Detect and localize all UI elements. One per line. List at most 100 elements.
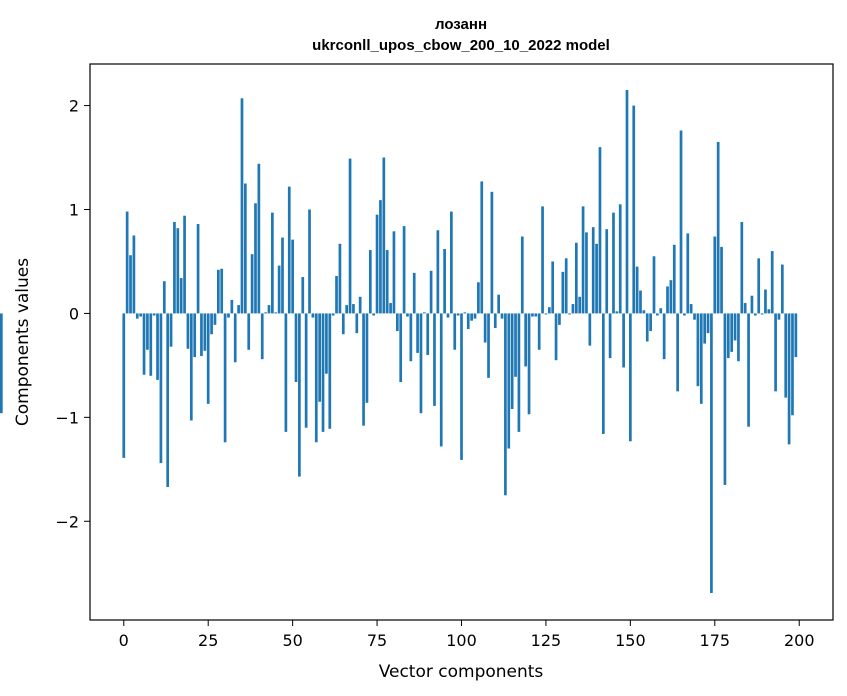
bar-127 [551,261,555,314]
bar-190 [764,289,767,314]
bar-139 [591,227,595,314]
bar-10 [156,313,159,380]
bar-160 [662,313,666,360]
bar-183 [740,221,744,314]
bar-82 [399,313,403,383]
bar-194 [777,313,781,320]
bar-150 [629,313,632,442]
x-tick-label: 200 [784,631,815,650]
bar-30 [223,313,227,443]
bar-33 [233,313,237,363]
bar-105 [477,282,480,314]
bar-13 [166,313,170,487]
bar-158 [656,313,659,316]
bar-12 [162,281,166,314]
bar-179 [726,313,730,359]
bar-48 [284,313,288,432]
x-axis-label: Vector components [379,662,544,682]
bar-92 [433,313,436,406]
y-tick-label: −1 [55,408,79,427]
x-tick-label: 125 [531,631,562,650]
bar-165 [679,130,683,314]
bar-124 [541,206,544,314]
bar-129 [558,313,561,325]
bar-93 [436,230,440,314]
bar-187 [753,313,757,316]
x-tick-label: 0 [119,631,129,650]
bar-70 [358,296,362,314]
chart-subtitle: ukrconll_upos_cbow_200_10_2022 model [312,37,610,54]
bar-24 [203,313,207,351]
bar-71 [362,313,365,426]
bar-35 [240,98,244,314]
bar-149 [625,89,629,314]
bar-153 [639,290,642,314]
bar-120 [527,313,531,415]
bar-53 [301,277,305,314]
bar-108 [487,313,490,378]
bar-143 [605,229,609,314]
bar-118 [520,236,524,314]
bar-29 [220,268,224,314]
x-tick-label: 25 [198,631,218,650]
x-tick-label: 100 [446,631,477,650]
bar-174 [710,313,713,593]
bar-78 [385,250,389,314]
bar-49 [287,186,291,314]
bar-62 [331,313,335,316]
bar-133 [571,304,575,314]
bar-88 [419,313,423,414]
bar-18 [183,215,186,314]
bar-157 [652,256,656,314]
bar-181 [733,313,737,341]
y-axis-label: Components values [13,258,33,426]
bar-32 [230,299,234,314]
bar-155 [645,313,649,342]
bar-69 [355,313,359,334]
bar-101 [463,312,467,314]
bar-156 [649,313,652,332]
bar-182 [737,313,740,362]
bar-38 [250,254,254,314]
bar-189 [760,313,764,315]
bar-63 [335,276,338,314]
bar-39 [254,203,257,314]
bar-173 [706,313,710,334]
bar-75 [375,214,379,314]
bar-52 [298,313,301,477]
bar-2 [129,255,132,314]
bar-178 [723,313,727,485]
bar-37 [247,313,251,350]
bar-140 [595,243,598,314]
bar-45 [274,312,278,314]
bar-195 [780,264,784,314]
bar-21 [193,313,197,358]
bar-109 [490,191,494,314]
bar-15 [173,221,176,314]
x-tick-label: 75 [367,631,387,650]
bar-110 [493,313,497,328]
bar-67 [348,158,352,314]
bar-1 [125,211,129,314]
bar-125 [544,313,548,315]
bar-56 [311,313,315,318]
bar-22 [196,224,200,314]
bar-61 [328,313,332,429]
bar-122 [534,313,538,317]
bar-135 [578,296,582,314]
bar-31 [227,313,230,318]
bar-116 [514,313,517,377]
bar-94 [439,313,443,447]
bar-184 [743,303,747,314]
bar-169 [693,313,696,320]
bar-115 [510,313,514,410]
bar-46 [277,265,281,314]
bar-141 [598,147,602,314]
bar-86 [412,272,416,314]
x-tick-label: 50 [282,631,302,650]
bar-44 [271,212,274,314]
bar-168 [689,304,693,314]
bar-58 [318,313,321,402]
bar-undefined [0,313,3,414]
y-tick-label: 1 [69,200,79,219]
